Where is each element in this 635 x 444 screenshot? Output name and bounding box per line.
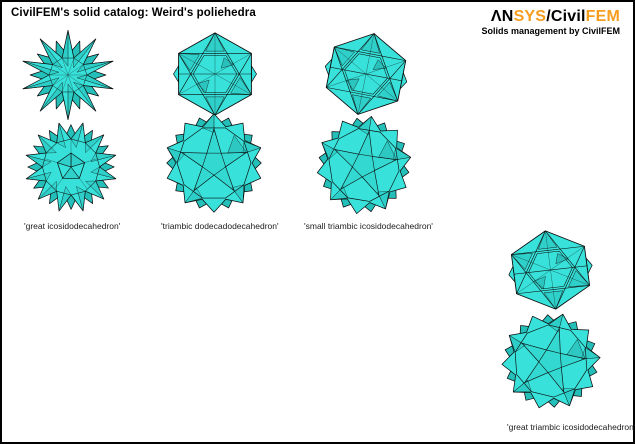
solid-render-small-triambic-icosidodecahedron-ball — [314, 113, 414, 217]
logo-segment-civil: /Civil — [546, 8, 586, 25]
solid-render-triambic-dodecadodecahedron-hex — [166, 26, 264, 122]
logo-subtitle: Solids management by CivilFEM — [481, 26, 620, 36]
ansys-civilfem-logo: ΛNSYS/CivilFEM Solids management by Civi… — [481, 8, 620, 36]
solid-render-triambic-dodecadodecahedron-ball — [162, 111, 266, 215]
solid-render-small-triambic-icosidodecahedron-hex — [317, 26, 415, 122]
page-title: CivilFEM's solid catalog: Weird's polieh… — [11, 7, 256, 19]
logo-segment-sys: SYS — [513, 8, 547, 25]
logo-segment-an: ΛN — [490, 8, 514, 25]
label-triambic-dodecadodecahedron: 'triambic dodecadodecahedron' — [161, 221, 279, 231]
logo-wordmark: ΛNSYS/CivilFEM — [481, 8, 620, 25]
solid-render-great-icosidodecahedron-ball — [21, 118, 121, 216]
solid-render-great-triambic-icosidodecahedron-ball — [499, 310, 603, 412]
label-small-triambic-icosidodecahedron: 'small triambic icosidodecahedron' — [304, 221, 433, 231]
solid-render-great-triambic-icosidodecahedron-hex — [501, 224, 600, 316]
solid-render-great-icosidodecahedron-star — [15, 25, 121, 125]
label-great-icosidodecahedron: 'great icosidodecahedron' — [24, 221, 121, 231]
label-great-triambic-icosidodecahedron: 'great triambic icosidodecahedron' — [507, 422, 635, 432]
logo-segment-fem: FEM — [585, 8, 620, 25]
